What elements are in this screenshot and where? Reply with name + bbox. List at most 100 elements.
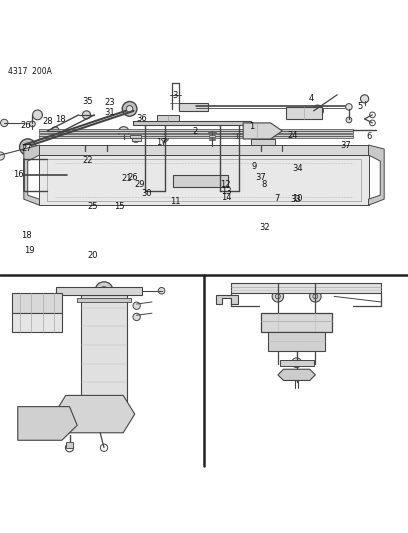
Text: 37: 37 (256, 173, 266, 182)
Text: 4: 4 (308, 94, 313, 103)
Circle shape (33, 110, 42, 120)
Circle shape (86, 406, 103, 422)
Text: 13: 13 (221, 187, 232, 196)
Circle shape (292, 358, 302, 368)
Circle shape (0, 152, 4, 160)
Text: 34: 34 (293, 164, 303, 173)
Circle shape (292, 336, 302, 346)
Text: 29: 29 (134, 180, 145, 189)
Polygon shape (278, 369, 315, 381)
Circle shape (20, 139, 36, 155)
Polygon shape (12, 313, 62, 332)
Circle shape (361, 95, 369, 103)
Polygon shape (368, 145, 384, 205)
Circle shape (272, 290, 284, 302)
Polygon shape (280, 360, 313, 366)
Circle shape (257, 147, 264, 155)
Text: 22: 22 (82, 156, 93, 165)
Text: 36: 36 (137, 114, 147, 123)
Text: 20: 20 (88, 251, 98, 260)
Text: 2: 2 (193, 126, 197, 135)
Polygon shape (40, 131, 353, 133)
Circle shape (168, 176, 177, 186)
Circle shape (234, 131, 241, 139)
Text: 21: 21 (121, 174, 132, 183)
Polygon shape (66, 442, 73, 448)
Text: 18: 18 (55, 115, 66, 124)
Polygon shape (286, 107, 322, 119)
Text: 26: 26 (127, 173, 138, 182)
Polygon shape (243, 123, 282, 139)
Text: 23: 23 (104, 98, 115, 107)
Text: 35: 35 (82, 97, 93, 106)
Circle shape (95, 282, 113, 300)
Polygon shape (24, 145, 40, 205)
Polygon shape (216, 295, 238, 304)
Polygon shape (179, 103, 208, 111)
Circle shape (118, 127, 129, 138)
Circle shape (82, 111, 91, 119)
Text: 10: 10 (292, 194, 302, 203)
Polygon shape (56, 287, 142, 295)
Circle shape (103, 147, 111, 155)
Text: 25: 25 (88, 201, 98, 211)
Text: 6: 6 (366, 132, 372, 141)
Polygon shape (173, 175, 228, 187)
Text: 30: 30 (142, 189, 152, 198)
Bar (141, 191, 169, 197)
Circle shape (133, 302, 140, 309)
Polygon shape (133, 121, 251, 125)
Polygon shape (18, 407, 77, 440)
Circle shape (24, 143, 32, 151)
Text: 18: 18 (21, 231, 32, 240)
Text: 14: 14 (221, 193, 232, 203)
Circle shape (315, 108, 320, 114)
Polygon shape (231, 284, 381, 293)
Polygon shape (81, 295, 127, 401)
Text: 28: 28 (43, 117, 53, 126)
Text: 37: 37 (340, 141, 351, 150)
Text: 27: 27 (21, 144, 32, 152)
Text: 9: 9 (251, 161, 256, 171)
Polygon shape (130, 135, 141, 138)
Polygon shape (40, 155, 368, 205)
Circle shape (310, 290, 321, 302)
Polygon shape (77, 298, 131, 302)
Polygon shape (12, 293, 62, 313)
Polygon shape (40, 145, 368, 155)
Circle shape (312, 105, 323, 117)
Circle shape (161, 134, 169, 142)
Text: 19: 19 (24, 246, 35, 255)
Circle shape (346, 103, 352, 110)
Circle shape (158, 287, 165, 294)
Circle shape (126, 106, 133, 112)
Polygon shape (40, 136, 353, 138)
Circle shape (51, 127, 59, 135)
Polygon shape (54, 395, 135, 433)
Circle shape (346, 117, 352, 123)
Text: 26: 26 (20, 121, 31, 130)
Text: 17: 17 (156, 138, 166, 147)
Text: 33: 33 (290, 195, 301, 204)
Circle shape (224, 177, 232, 185)
Text: 4317  200A: 4317 200A (8, 67, 52, 76)
Text: 7: 7 (275, 194, 280, 203)
Text: 16: 16 (13, 170, 24, 179)
Text: 3: 3 (172, 92, 177, 100)
Bar (216, 191, 243, 197)
Polygon shape (251, 139, 275, 145)
Text: 31: 31 (104, 108, 115, 117)
Text: 15: 15 (114, 201, 125, 211)
Text: 12: 12 (220, 180, 231, 189)
Circle shape (279, 148, 284, 154)
Polygon shape (40, 134, 353, 136)
Circle shape (122, 101, 137, 116)
Text: 8: 8 (262, 180, 267, 189)
Polygon shape (209, 135, 215, 136)
Text: 1: 1 (249, 122, 254, 131)
Circle shape (30, 121, 35, 127)
Polygon shape (209, 139, 215, 140)
Polygon shape (157, 115, 179, 121)
Text: 11: 11 (170, 197, 181, 206)
Text: 24: 24 (288, 132, 298, 140)
